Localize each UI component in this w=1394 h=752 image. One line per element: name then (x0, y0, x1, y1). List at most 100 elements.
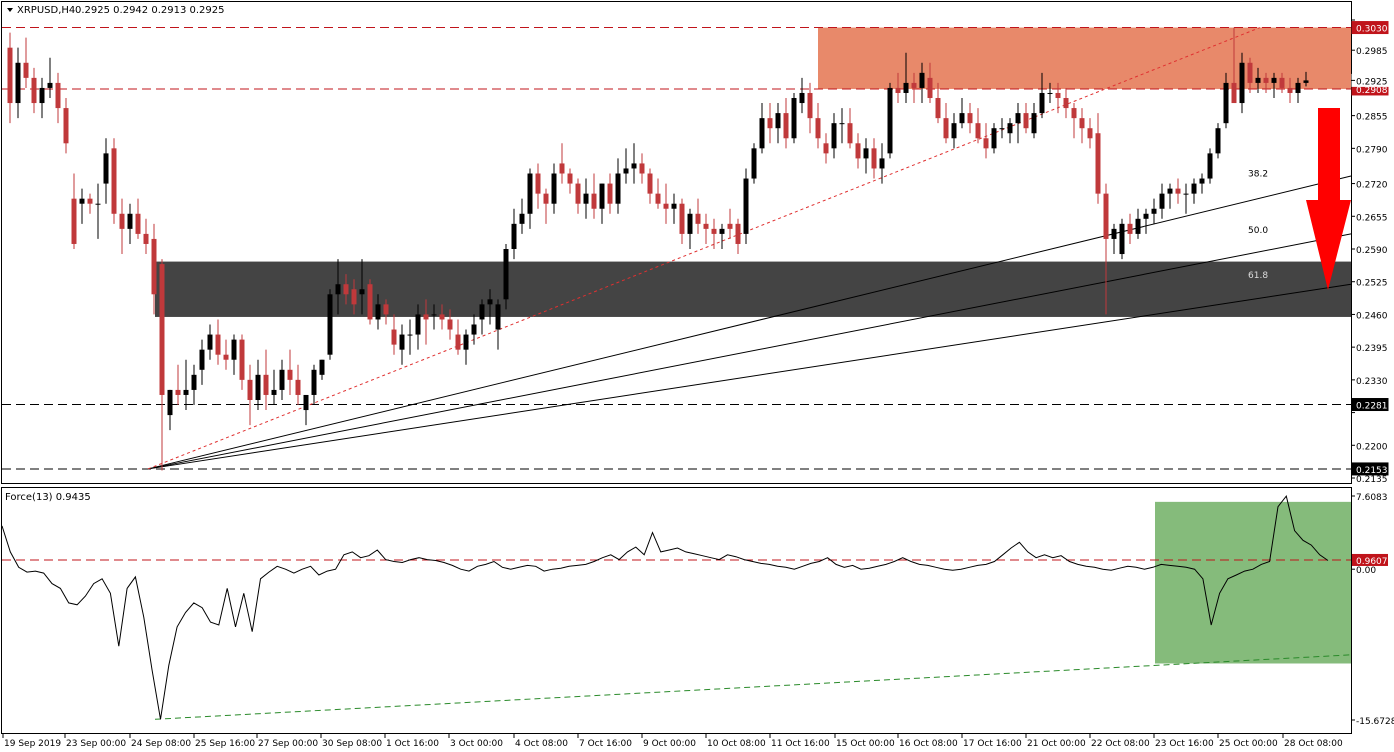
candle-body (831, 123, 837, 149)
candle-body (511, 223, 517, 249)
candle-body (175, 389, 181, 395)
collapse-icon (7, 8, 13, 12)
price-tick-label: 0.2330 (1356, 377, 1388, 387)
candle-body (407, 334, 413, 336)
candle-body (103, 153, 109, 184)
level-badge-0.2281 (1351, 398, 1389, 412)
candle-body (191, 374, 197, 390)
candle-body (47, 82, 53, 88)
candle-body (87, 198, 93, 204)
candle-body (63, 108, 69, 144)
candle-body (639, 163, 645, 174)
candle-body (791, 98, 797, 139)
candle-body (551, 173, 557, 204)
candle-body (7, 47, 13, 104)
candle-body (1095, 133, 1101, 194)
candle-body (375, 304, 381, 320)
candle-body (735, 223, 741, 244)
time-tick-label: 3 Oct 00:00 (450, 739, 503, 749)
candle-body (543, 193, 549, 204)
time-tick-label: 22 Oct 08:00 (1091, 739, 1150, 749)
candle-body (167, 389, 173, 416)
candle-body (359, 289, 365, 295)
candle-body (599, 183, 605, 209)
candle-body (991, 128, 997, 149)
candle-body (1223, 82, 1229, 124)
time-tick-label: 27 Sep 00:00 (258, 739, 318, 749)
candle-body (751, 148, 757, 179)
price-tick-label: 0.2720 (1356, 181, 1388, 191)
force-tick-label: -15.6728 (1356, 717, 1394, 727)
candle-body (255, 374, 261, 400)
candle-body (1207, 153, 1213, 179)
candle-body (711, 228, 717, 234)
time-tick-label: 23 Oct 16:00 (1155, 739, 1214, 749)
candle-body (1295, 82, 1301, 93)
force-indicator-title: Force(13) 0.9435 (5, 492, 91, 503)
candle-body (31, 77, 37, 104)
candle-body (1303, 80, 1309, 83)
candle-body (1023, 113, 1029, 129)
candle-body (647, 173, 653, 194)
level-label-0.2925: 0.2925 (1356, 77, 1388, 87)
fan-line-0 (147, 175, 1352, 470)
candle-body (1159, 193, 1165, 209)
candle-body (223, 354, 229, 360)
candle-body (1191, 183, 1197, 194)
force-highlight-zone (1155, 501, 1351, 664)
candle-body (1055, 92, 1061, 99)
candle-body (535, 173, 541, 194)
candle-body (1143, 213, 1149, 219)
candle-body (415, 314, 421, 335)
candle-body (1183, 193, 1189, 195)
candle-body (1151, 208, 1157, 214)
level-label-0.2281: 0.2281 (1356, 402, 1388, 412)
candle-body (895, 87, 901, 93)
candle-body (447, 319, 453, 330)
candle-body (695, 213, 701, 224)
candle-body (719, 228, 725, 234)
candle-body (575, 183, 581, 204)
candle-body (1015, 113, 1021, 124)
candle-body (1279, 77, 1285, 88)
candle-body (1231, 82, 1237, 104)
candle-body (23, 62, 29, 78)
time-tick-label: 1 Oct 16:00 (386, 739, 439, 749)
candle-body (39, 87, 45, 104)
time-tick-label: 7 Oct 16:00 (579, 739, 632, 749)
candle-body (55, 82, 61, 109)
candle-body (159, 264, 165, 395)
candle-body (143, 233, 149, 244)
force-pane-frame (1, 487, 1352, 734)
candle-body (295, 379, 301, 395)
price-tick-label: 0.2985 (1356, 47, 1388, 57)
candle-body (967, 113, 973, 124)
price-tick-label: 0.2790 (1356, 145, 1388, 155)
candle-body (567, 173, 573, 184)
candle-body (135, 213, 141, 234)
time-tick-label: 16 Oct 08:00 (899, 739, 958, 749)
candle-body (743, 178, 749, 234)
candle-body (1247, 62, 1253, 83)
level-label-0.2153: 0.2153 (1356, 466, 1388, 476)
candle-body (887, 87, 893, 154)
candle-body (1127, 223, 1133, 234)
candle-body (15, 62, 21, 104)
level-label-0.2908: 0.2908 (1356, 86, 1388, 96)
candle-body (1287, 87, 1293, 93)
candle-body (455, 334, 461, 350)
candle-body (559, 163, 565, 174)
candle-body (1103, 193, 1109, 239)
candle-body (767, 118, 773, 129)
candle-body (799, 92, 805, 104)
candle-body (1239, 62, 1245, 104)
candle-body (367, 284, 373, 320)
candle-body (855, 143, 861, 159)
time-tick-label: 4 Oct 08:00 (515, 739, 568, 749)
candle-body (1271, 77, 1277, 83)
candle-body (215, 334, 221, 355)
support-zone (155, 261, 1351, 317)
candle-body (959, 113, 965, 124)
candle-body (183, 389, 189, 395)
candle-body (1167, 188, 1173, 194)
